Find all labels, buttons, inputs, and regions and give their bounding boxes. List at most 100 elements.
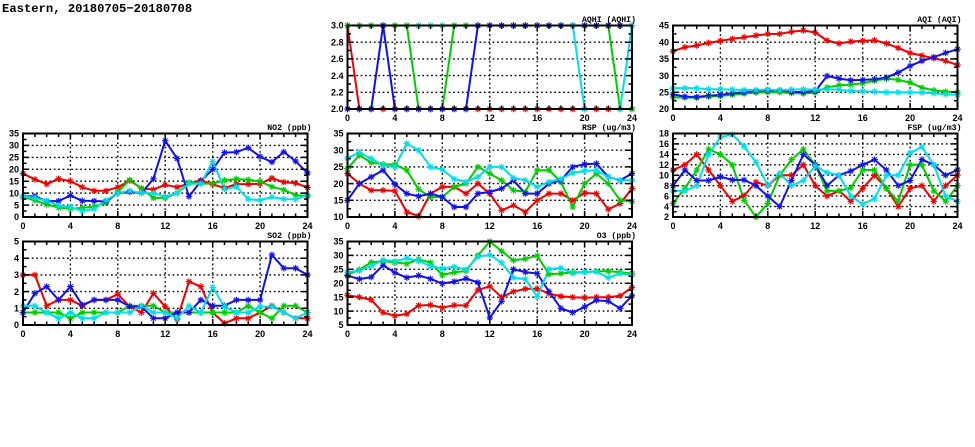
svg-text:4: 4 bbox=[68, 221, 73, 231]
svg-text:0: 0 bbox=[670, 221, 675, 231]
svg-text:35: 35 bbox=[659, 54, 669, 64]
svg-text:8: 8 bbox=[115, 221, 120, 231]
svg-text:O3 (ppb): O3 (ppb) bbox=[597, 231, 636, 241]
svg-text:20: 20 bbox=[580, 221, 590, 231]
svg-text:12: 12 bbox=[485, 221, 495, 231]
svg-text:RSP (ug/m3): RSP (ug/m3) bbox=[582, 123, 636, 133]
svg-text:24: 24 bbox=[627, 113, 637, 123]
svg-text:16: 16 bbox=[858, 113, 868, 123]
svg-text:14: 14 bbox=[659, 150, 669, 160]
svg-text:35: 35 bbox=[333, 129, 343, 139]
svg-text:24: 24 bbox=[952, 221, 962, 231]
svg-text:35: 35 bbox=[9, 129, 19, 139]
svg-text:2.2: 2.2 bbox=[331, 88, 344, 98]
svg-text:20: 20 bbox=[333, 179, 343, 189]
svg-text:1: 1 bbox=[14, 304, 19, 314]
svg-text:12: 12 bbox=[160, 329, 170, 339]
svg-text:0: 0 bbox=[14, 320, 19, 330]
svg-text:2: 2 bbox=[664, 212, 669, 222]
svg-text:0: 0 bbox=[345, 113, 350, 123]
svg-text:30: 30 bbox=[333, 145, 343, 155]
svg-text:25: 25 bbox=[333, 265, 343, 275]
svg-text:12: 12 bbox=[810, 113, 820, 123]
svg-text:15: 15 bbox=[9, 176, 19, 186]
svg-text:16: 16 bbox=[659, 139, 669, 149]
svg-text:0: 0 bbox=[20, 329, 25, 339]
svg-text:3: 3 bbox=[14, 270, 19, 280]
svg-text:25: 25 bbox=[659, 88, 669, 98]
svg-text:4: 4 bbox=[718, 113, 723, 123]
svg-text:20: 20 bbox=[905, 113, 915, 123]
svg-text:5: 5 bbox=[14, 237, 19, 247]
svg-text:20: 20 bbox=[580, 113, 590, 123]
svg-text:AQI (AQI): AQI (AQI) bbox=[917, 15, 961, 25]
svg-text:20: 20 bbox=[905, 221, 915, 231]
svg-text:SO2 (ppb): SO2 (ppb) bbox=[267, 231, 311, 241]
svg-text:20: 20 bbox=[580, 329, 590, 339]
svg-text:4: 4 bbox=[14, 253, 19, 263]
svg-text:5: 5 bbox=[14, 200, 19, 210]
svg-text:16: 16 bbox=[208, 329, 218, 339]
svg-text:4: 4 bbox=[392, 329, 397, 339]
svg-text:8: 8 bbox=[765, 113, 770, 123]
svg-text:8: 8 bbox=[765, 221, 770, 231]
svg-text:4: 4 bbox=[392, 113, 397, 123]
svg-text:15: 15 bbox=[333, 292, 343, 302]
svg-text:10: 10 bbox=[659, 170, 669, 180]
svg-text:16: 16 bbox=[208, 221, 218, 231]
svg-text:8: 8 bbox=[115, 329, 120, 339]
svg-text:AQHI (AQHI): AQHI (AQHI) bbox=[582, 15, 636, 25]
svg-text:20: 20 bbox=[9, 165, 19, 175]
svg-text:12: 12 bbox=[485, 329, 495, 339]
svg-text:20: 20 bbox=[255, 329, 265, 339]
svg-text:30: 30 bbox=[659, 71, 669, 81]
svg-text:0: 0 bbox=[14, 212, 19, 222]
svg-text:0: 0 bbox=[345, 329, 350, 339]
svg-text:25: 25 bbox=[333, 162, 343, 172]
svg-text:16: 16 bbox=[532, 221, 542, 231]
svg-text:2.8: 2.8 bbox=[331, 37, 344, 47]
svg-text:25: 25 bbox=[9, 153, 19, 163]
svg-text:Eastern, 20180705−20180708: Eastern, 20180705−20180708 bbox=[2, 2, 192, 16]
svg-text:20: 20 bbox=[659, 104, 669, 114]
svg-text:0: 0 bbox=[20, 221, 25, 231]
svg-text:15: 15 bbox=[333, 196, 343, 206]
svg-text:24: 24 bbox=[627, 329, 637, 339]
svg-text:24: 24 bbox=[627, 221, 637, 231]
svg-text:3.0: 3.0 bbox=[331, 21, 344, 31]
svg-text:30: 30 bbox=[333, 251, 343, 261]
svg-text:6: 6 bbox=[664, 191, 669, 201]
svg-text:24: 24 bbox=[952, 113, 962, 123]
svg-text:18: 18 bbox=[659, 129, 669, 139]
svg-text:16: 16 bbox=[858, 221, 868, 231]
svg-text:4: 4 bbox=[68, 329, 73, 339]
svg-text:8: 8 bbox=[440, 221, 445, 231]
svg-text:5: 5 bbox=[338, 320, 343, 330]
svg-text:10: 10 bbox=[9, 188, 19, 198]
svg-text:45: 45 bbox=[659, 21, 669, 31]
svg-text:12: 12 bbox=[810, 221, 820, 231]
svg-text:0: 0 bbox=[670, 113, 675, 123]
svg-text:24: 24 bbox=[302, 329, 312, 339]
svg-text:2.4: 2.4 bbox=[331, 71, 344, 81]
svg-text:FSP (ug/m3): FSP (ug/m3) bbox=[907, 123, 961, 133]
svg-text:2: 2 bbox=[14, 287, 19, 297]
svg-text:10: 10 bbox=[333, 306, 343, 316]
svg-text:4: 4 bbox=[718, 221, 723, 231]
svg-text:10: 10 bbox=[333, 212, 343, 222]
svg-text:NO2 (ppb): NO2 (ppb) bbox=[267, 123, 311, 133]
svg-text:12: 12 bbox=[659, 160, 669, 170]
svg-text:8: 8 bbox=[440, 329, 445, 339]
svg-text:12: 12 bbox=[160, 221, 170, 231]
svg-text:24: 24 bbox=[302, 221, 312, 231]
svg-text:8: 8 bbox=[664, 181, 669, 191]
svg-text:20: 20 bbox=[255, 221, 265, 231]
svg-text:4: 4 bbox=[392, 221, 397, 231]
svg-text:8: 8 bbox=[440, 113, 445, 123]
svg-text:0: 0 bbox=[345, 221, 350, 231]
svg-text:4: 4 bbox=[664, 202, 669, 212]
svg-text:2.6: 2.6 bbox=[331, 54, 344, 64]
svg-text:20: 20 bbox=[333, 278, 343, 288]
svg-text:2.0: 2.0 bbox=[331, 104, 344, 114]
svg-text:40: 40 bbox=[659, 37, 669, 47]
